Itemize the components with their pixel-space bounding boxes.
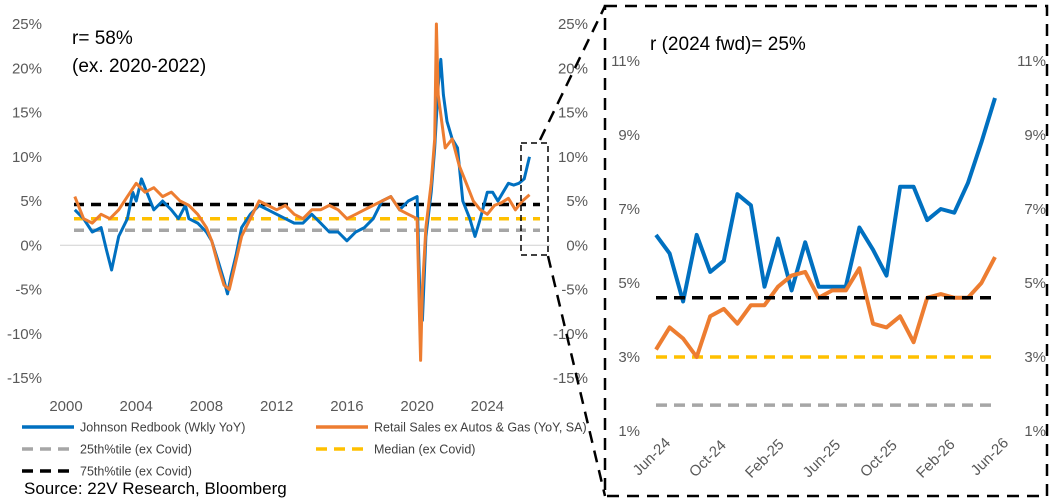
- legend-label: Median (ex Covid): [374, 443, 475, 457]
- inset-y-tick-left-11: 11%: [611, 53, 640, 70]
- inset-y-tick-right-7: 7%: [1024, 201, 1046, 218]
- x-tick-2000: 2000: [49, 398, 82, 415]
- y-tick-left-10: 10%: [12, 149, 42, 166]
- y-tick-left-20: 20%: [12, 60, 42, 77]
- zoom-connector-top: [538, 5, 607, 141]
- main-chart: 25% 20% 15% 10% 5% 0% -5% -10% -15% 25% 20% 15% 10%…: [7, 16, 588, 415]
- inset-chart: 11% 9% 7% 5% 3% 1% 11% 9% 7% 5% 3% 1% Jun-24 Oct-24…: [603, 4, 1049, 498]
- legend-item-75th-tile-ex-covid: 75th%tile (ex Covid): [22, 465, 192, 479]
- inset-y-tick-right-5: 5%: [1024, 275, 1046, 292]
- x-tick-2004: 2004: [120, 398, 153, 415]
- y-tick-right-15: 15%: [558, 105, 588, 122]
- legend-item-johnson-redbook-wkly-yoy: Johnson Redbook (Wkly YoY): [22, 421, 245, 435]
- y-tick-right-10: -10%: [553, 326, 588, 343]
- inset-x-tick-feb-25: Feb-25: [742, 436, 788, 482]
- inset-series-layer: [654, 97, 997, 407]
- main-annotation-note: (ex. 2020-2022): [72, 56, 206, 77]
- main-series-layer: [73, 22, 540, 362]
- inset-x-tick-feb-26: Feb-26: [913, 436, 959, 482]
- inset-series-retail-sales-ex-autos-gas-yoy-sa: [654, 256, 997, 359]
- main-series-retail-sales-ex-autos-gas-yoy-sa: [73, 22, 531, 362]
- y-tick-right-25: 25%: [558, 16, 588, 33]
- y-tick-left-0: 0%: [20, 237, 42, 254]
- main-y-axis-left: 25% 20% 15% 10% 5% 0% -5% -10% -15%: [7, 16, 42, 387]
- inset-y-tick-left-9: 9%: [618, 127, 640, 144]
- main-annotation-correlation: r= 58%: [72, 28, 133, 49]
- y-tick-right-5: 5%: [566, 193, 588, 210]
- inset-y-tick-right-3: 3%: [1024, 349, 1046, 366]
- legend-item-median-ex-covid: Median (ex Covid): [316, 443, 475, 457]
- inset-frame: [603, 4, 1049, 498]
- inset-y-axis-right: 11% 9% 7% 5% 3% 1%: [1017, 53, 1046, 440]
- legend: Johnson Redbook (Wkly YoY) Retail Sales e…: [22, 421, 587, 479]
- y-tick-right-10: 10%: [558, 149, 588, 166]
- y-tick-right-0: 0%: [566, 237, 588, 254]
- inset-y-tick-left-3: 3%: [618, 349, 640, 366]
- inset-y-tick-left-5: 5%: [618, 275, 640, 292]
- legend-label: 25th%tile (ex Covid): [80, 443, 192, 457]
- legend-item-25th-tile-ex-covid: 25th%tile (ex Covid): [22, 443, 192, 457]
- y-tick-left-15: -15%: [7, 370, 42, 387]
- inset-x-tick-oct-25: Oct-25: [857, 437, 901, 481]
- y-tick-right-15: -15%: [553, 370, 588, 387]
- main-series-johnson-redbook-wkly-yoy: [73, 57, 531, 322]
- inset-x-tick-oct-24: Oct-24: [686, 437, 730, 481]
- x-tick-2012: 2012: [260, 398, 293, 415]
- y-tick-right-5: -5%: [561, 282, 588, 299]
- inset-y-tick-left-7: 7%: [618, 201, 640, 218]
- zoom-highlight-box: [520, 142, 549, 256]
- inset-y-tick-left-1: 1%: [618, 423, 640, 440]
- y-tick-left-10: -10%: [7, 326, 42, 343]
- inset-x-tick-jun-26: Jun-26: [968, 435, 1012, 479]
- y-tick-left-15: 15%: [12, 105, 42, 122]
- x-tick-2016: 2016: [330, 398, 363, 415]
- main-x-axis: 2000 2004 2008 2012 2016 2020 2024: [49, 398, 504, 415]
- y-tick-left-25: 25%: [12, 16, 42, 33]
- y-tick-right-20: 20%: [558, 60, 588, 77]
- x-tick-2008: 2008: [190, 398, 223, 415]
- inset-x-tick-jun-25: Jun-25: [800, 437, 844, 481]
- inset-y-tick-right-9: 9%: [1024, 127, 1046, 144]
- source-note: Source: 22V Research, Bloomberg: [24, 479, 287, 498]
- y-tick-left-5: -5%: [15, 282, 42, 299]
- x-tick-2020: 2020: [400, 398, 433, 415]
- legend-item-retail-sales-ex-autos-gas-yoy-sa: Retail Sales ex Autos & Gas (YoY, SA): [316, 421, 587, 435]
- inset-y-axis-left: 11% 9% 7% 5% 3% 1%: [611, 53, 640, 440]
- inset-x-axis: Jun-24 Oct-24 Feb-25 Jun-25 Oct-25 Feb-26 Jun-…: [630, 435, 1012, 482]
- zoom-connector-bottom: [546, 255, 607, 497]
- inset-annotation-correlation: r (2024 fwd)= 25%: [650, 34, 806, 55]
- inset-y-tick-right-1: 1%: [1024, 423, 1046, 440]
- legend-label: Retail Sales ex Autos & Gas (YoY, SA): [374, 421, 587, 435]
- inset-y-tick-right-11: 11%: [1017, 53, 1046, 70]
- inset-series-johnson-redbook-wkly-yoy: [654, 97, 997, 304]
- main-y-axis-right: 25% 20% 15% 10% 5% 0% -5% -10% -15%: [553, 16, 588, 387]
- legend-label: 75th%tile (ex Covid): [80, 465, 192, 479]
- x-tick-2024: 2024: [471, 398, 504, 415]
- legend-label: Johnson Redbook (Wkly YoY): [80, 421, 245, 435]
- inset-x-tick-jun-24: Jun-24: [630, 435, 674, 479]
- y-tick-left-5: 5%: [20, 193, 42, 210]
